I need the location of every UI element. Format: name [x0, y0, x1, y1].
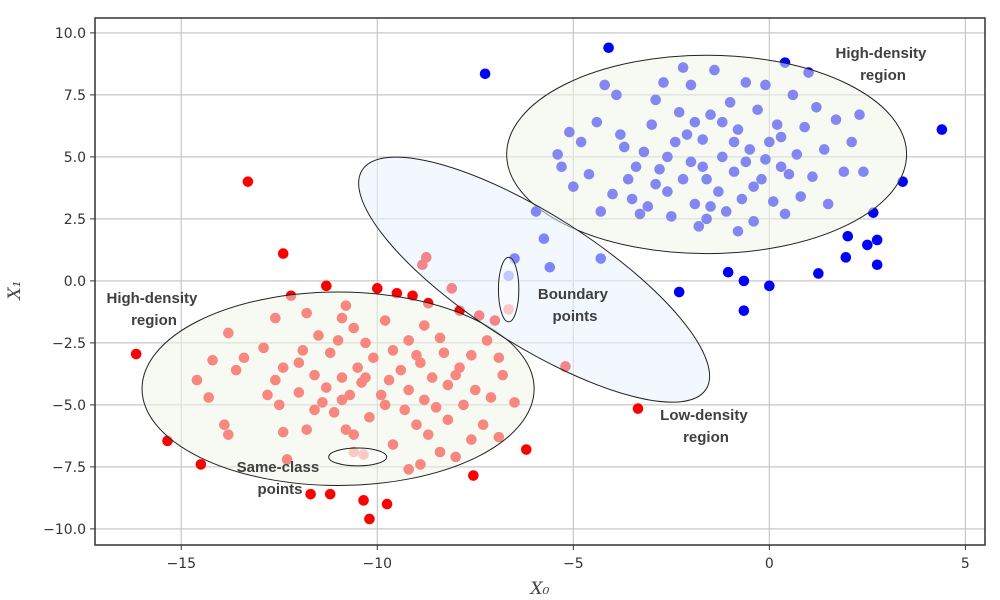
annotation-same-class: Same-class points: [237, 459, 324, 498]
x-tick-label: 5: [961, 556, 970, 572]
data-point: [862, 239, 873, 251]
data-point: [195, 459, 207, 470]
y-tick-label: 0.0: [64, 274, 86, 290]
y-tick-label: 7.5: [64, 88, 86, 104]
data-point: [764, 280, 775, 292]
data-point: [364, 513, 375, 525]
y-tick-label: 5.0: [64, 150, 86, 166]
data-point: [673, 286, 685, 298]
data-point: [936, 124, 948, 135]
data-point: [358, 495, 369, 506]
y-tick-label: 2.5: [64, 212, 86, 228]
data-point: [321, 280, 332, 292]
y-tick-label: −10.0: [43, 522, 86, 538]
data-point: [813, 268, 824, 279]
data-point: [871, 234, 883, 246]
data-point: [722, 266, 734, 278]
y-tick-label: −5.0: [52, 398, 86, 414]
y-tick-label: −7.5: [52, 460, 86, 476]
annotation-low-density: Low-density region: [660, 407, 752, 446]
data-point: [381, 498, 393, 510]
high-density-region-ellipse: [141, 291, 535, 486]
same-class-region-ellipse: [328, 447, 388, 467]
regions: [141, 54, 908, 486]
x-tick-label: 0: [765, 556, 774, 572]
high-density-region-ellipse: [506, 54, 908, 255]
plot-frame: [94, 17, 986, 546]
data-point: [632, 403, 644, 414]
data-point: [277, 248, 289, 259]
data-point: [520, 444, 532, 455]
data-point: [603, 42, 614, 54]
data-point: [305, 488, 316, 500]
data-point: [871, 259, 883, 271]
data-point: [842, 230, 854, 242]
data-point: [738, 305, 750, 316]
y-tick-label: 10.0: [55, 26, 86, 42]
data-point: [242, 176, 254, 187]
x-tick-label: −5: [563, 556, 584, 572]
low-density-region-ellipse: [358, 156, 711, 403]
annotation-boundary-points: Boundary points: [538, 286, 612, 325]
annotation-high-density-left: High-density region: [106, 290, 201, 329]
annotation-high-density-right: High-density region: [835, 45, 930, 84]
data-point: [468, 470, 479, 481]
data-point: [738, 275, 750, 287]
x-tick-label: −10: [363, 556, 393, 572]
data-point: [324, 488, 336, 500]
y-tick-label: −2.5: [52, 336, 86, 352]
y-axis-label: X₁: [5, 281, 25, 302]
x-axis-label: X₀: [529, 579, 550, 599]
data-point: [840, 252, 852, 263]
data-point: [371, 283, 383, 294]
data-point: [130, 348, 142, 360]
data-point: [479, 68, 491, 80]
x-tick-label: −15: [166, 556, 196, 572]
boundary-region-ellipse: [497, 256, 520, 323]
ticks: −15 −10 −5 0 5 10.0 7.5 5.0 2.5 0.0 −2.5 −5.0 −7.5 −1…: [43, 26, 970, 572]
